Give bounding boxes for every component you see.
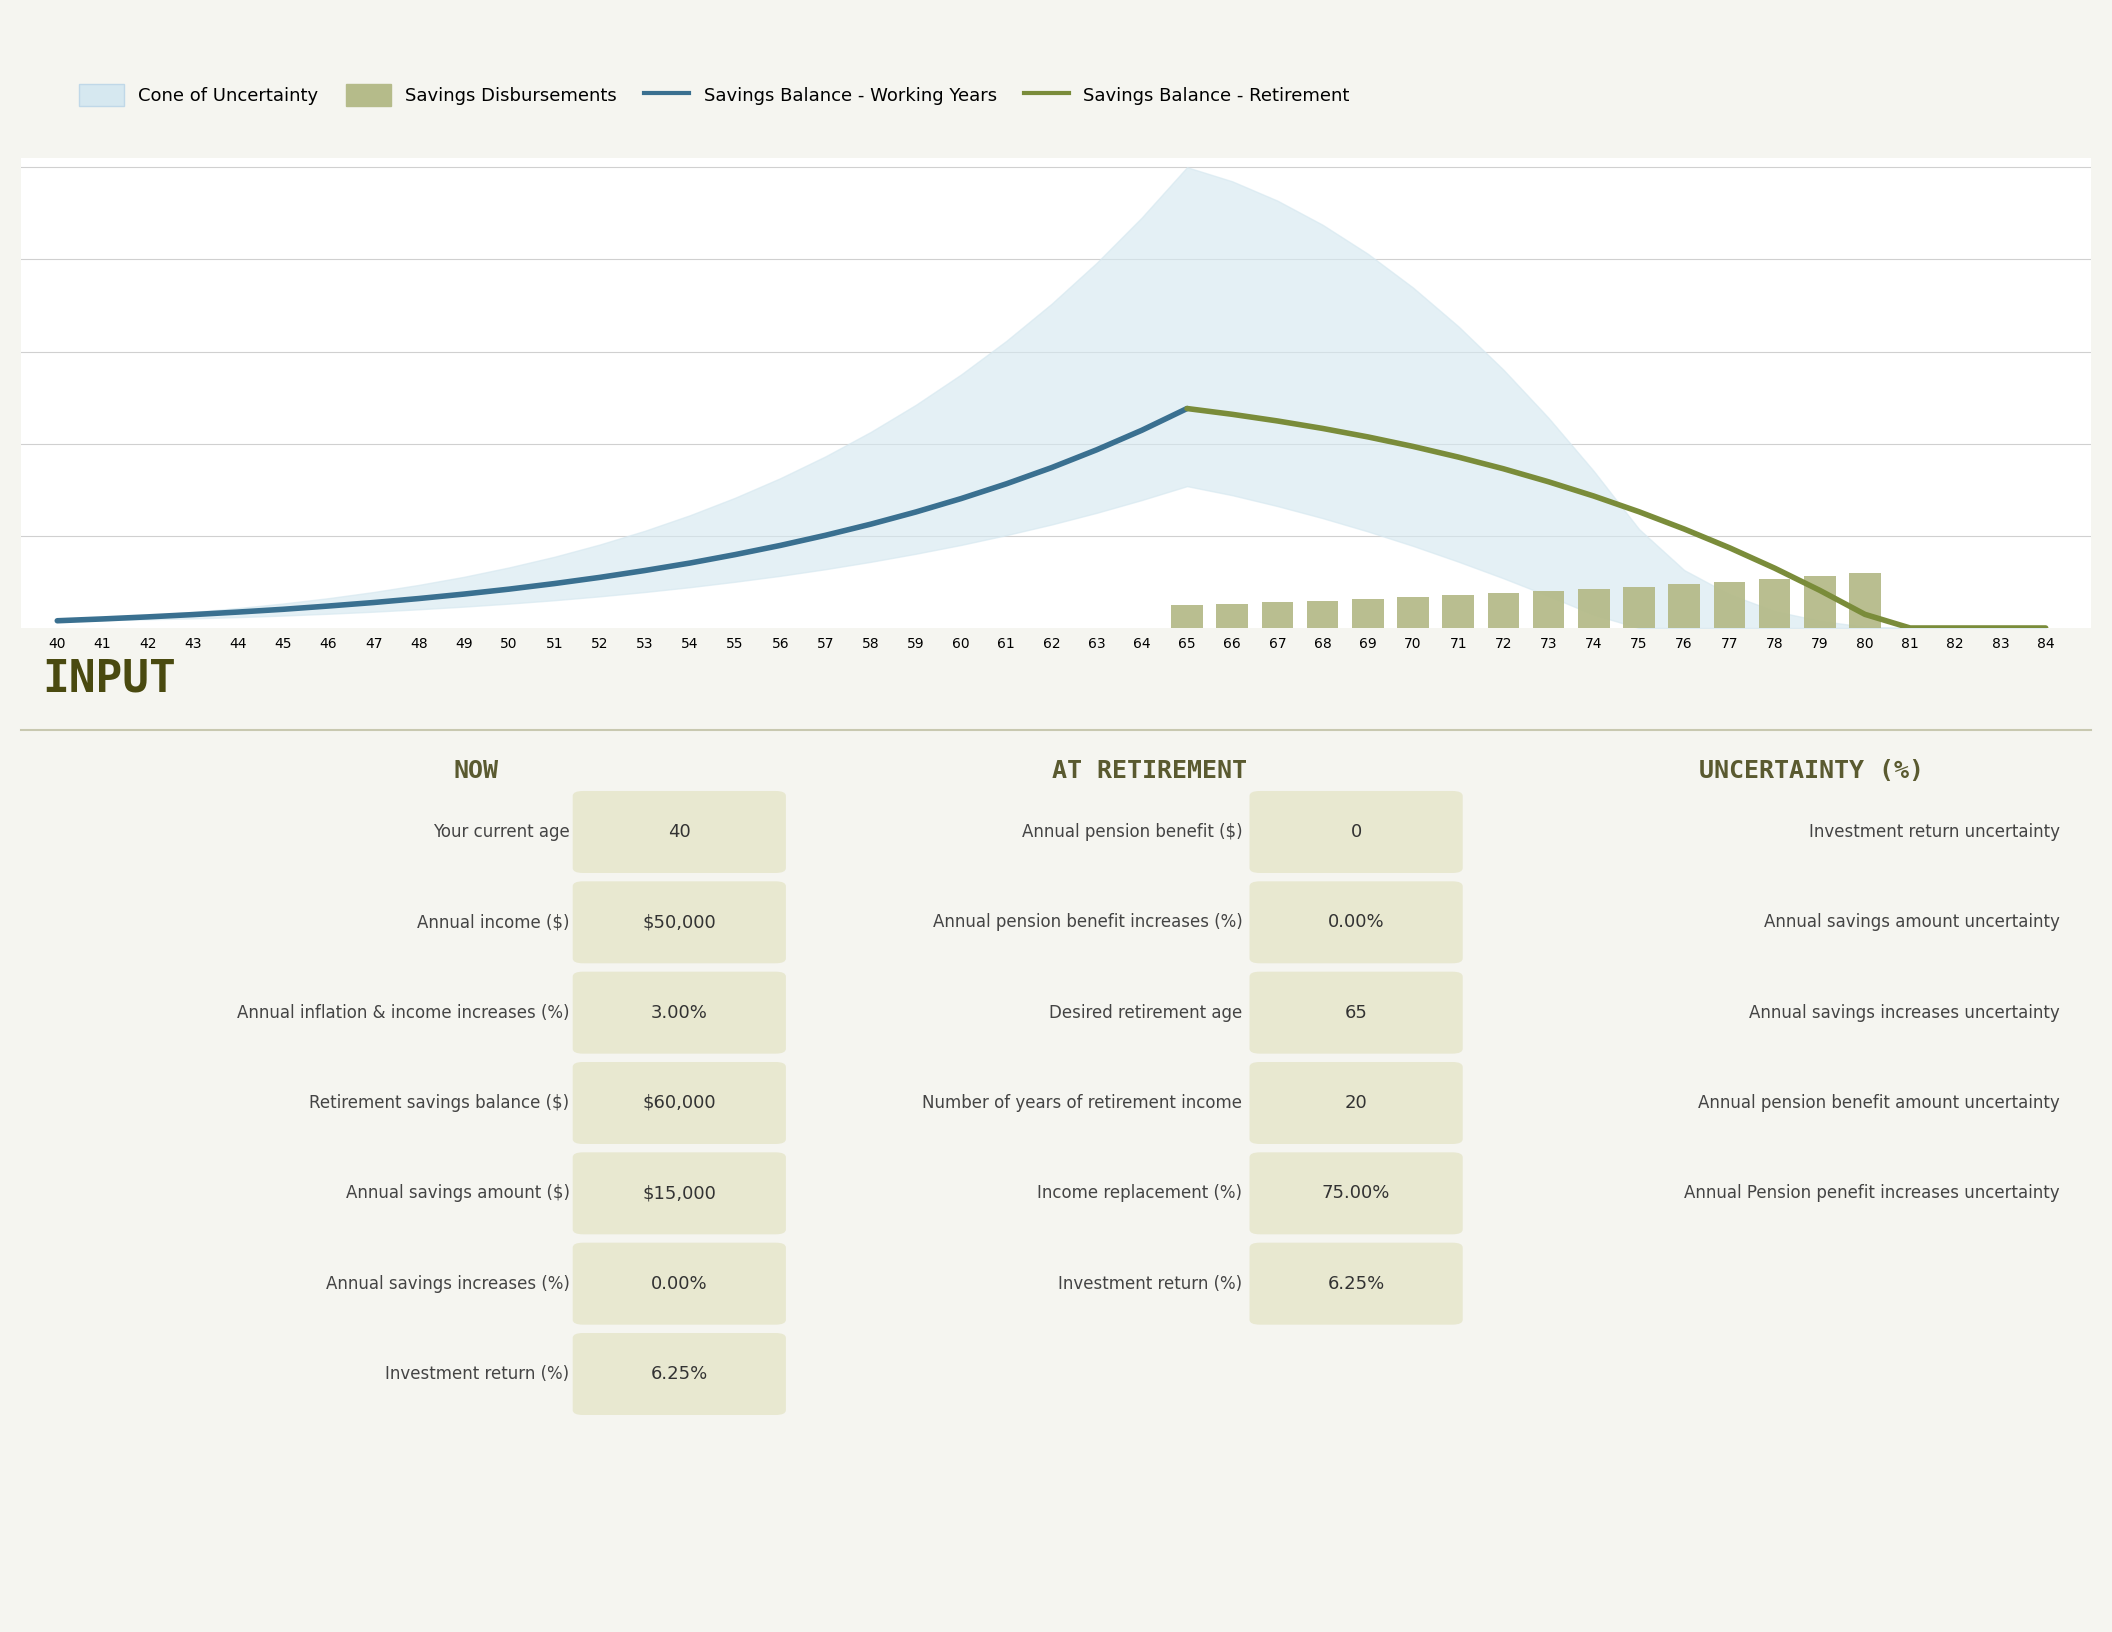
Text: Investment return (%): Investment return (%): [386, 1364, 570, 1382]
Bar: [1533, 591, 1565, 628]
Text: Annual savings increases uncertainty: Annual savings increases uncertainty: [1749, 1004, 2059, 1022]
Text: 75.00%: 75.00%: [1322, 1185, 1390, 1203]
Bar: [1398, 597, 1430, 628]
Text: Your current age: Your current age: [433, 823, 570, 840]
FancyBboxPatch shape: [1250, 1152, 1464, 1234]
Bar: [1624, 588, 1656, 628]
Text: Investment return uncertainty: Investment return uncertainty: [1808, 823, 2059, 840]
Bar: [1442, 596, 1474, 628]
FancyBboxPatch shape: [1250, 1062, 1464, 1144]
Text: Annual income ($): Annual income ($): [416, 914, 570, 932]
Bar: [1713, 581, 1745, 628]
Text: Annual pension benefit increases (%): Annual pension benefit increases (%): [934, 914, 1242, 932]
FancyBboxPatch shape: [1250, 971, 1464, 1054]
Text: $50,000: $50,000: [642, 914, 716, 932]
Bar: [1578, 589, 1609, 628]
Text: 0: 0: [1350, 823, 1362, 840]
FancyBboxPatch shape: [1250, 1242, 1464, 1325]
Text: Annual savings amount ($): Annual savings amount ($): [346, 1185, 570, 1203]
Text: 6.25%: 6.25%: [1328, 1275, 1385, 1293]
Text: Desired retirement age: Desired retirement age: [1050, 1004, 1242, 1022]
Text: AT RETIREMENT: AT RETIREMENT: [1052, 759, 1246, 783]
FancyBboxPatch shape: [572, 1333, 786, 1415]
Text: 3.00%: 3.00%: [650, 1004, 708, 1022]
Bar: [1850, 573, 1882, 628]
Text: Annual savings increases (%): Annual savings increases (%): [325, 1275, 570, 1293]
FancyBboxPatch shape: [1250, 881, 1464, 963]
Text: UNCERTAINTY (%): UNCERTAINTY (%): [1698, 759, 1924, 783]
Bar: [1668, 584, 1700, 628]
Bar: [1217, 604, 1248, 628]
Text: $15,000: $15,000: [642, 1185, 716, 1203]
FancyBboxPatch shape: [572, 792, 786, 873]
FancyBboxPatch shape: [572, 881, 786, 963]
Text: Retirement savings balance ($): Retirement savings balance ($): [310, 1093, 570, 1111]
Text: 6.25%: 6.25%: [650, 1364, 708, 1382]
Bar: [1307, 601, 1339, 628]
Text: Investment return (%): Investment return (%): [1058, 1275, 1242, 1293]
Text: Annual Pension penefit increases uncertainty: Annual Pension penefit increases uncerta…: [1683, 1185, 2059, 1203]
Text: 20: 20: [1345, 1093, 1366, 1111]
Bar: [1172, 605, 1204, 628]
Bar: [1487, 594, 1519, 628]
Bar: [1261, 602, 1293, 628]
Bar: [1759, 579, 1791, 628]
Legend: Cone of Uncertainty, Savings Disbursements, Savings Balance - Working Years, Sav: Cone of Uncertainty, Savings Disbursemen…: [72, 77, 1356, 114]
Text: NOW: NOW: [454, 759, 498, 783]
Text: Annual pension benefit ($): Annual pension benefit ($): [1022, 823, 1242, 840]
Text: 0.00%: 0.00%: [1328, 914, 1385, 932]
Text: Annual savings amount uncertainty: Annual savings amount uncertainty: [1764, 914, 2059, 932]
Bar: [1352, 599, 1383, 628]
FancyBboxPatch shape: [572, 1152, 786, 1234]
Text: Number of years of retirement income: Number of years of retirement income: [923, 1093, 1242, 1111]
FancyBboxPatch shape: [572, 971, 786, 1054]
Text: Annual inflation & income increases (%): Annual inflation & income increases (%): [237, 1004, 570, 1022]
Text: 65: 65: [1345, 1004, 1369, 1022]
Text: Annual pension benefit amount uncertainty: Annual pension benefit amount uncertaint…: [1698, 1093, 2059, 1111]
Text: 0.00%: 0.00%: [650, 1275, 708, 1293]
Text: Income replacement (%): Income replacement (%): [1037, 1185, 1242, 1203]
Text: $60,000: $60,000: [642, 1093, 716, 1111]
FancyBboxPatch shape: [572, 1062, 786, 1144]
Text: 40: 40: [667, 823, 691, 840]
Bar: [1804, 576, 1835, 628]
Text: INPUT: INPUT: [42, 658, 175, 700]
FancyBboxPatch shape: [1250, 792, 1464, 873]
FancyBboxPatch shape: [572, 1242, 786, 1325]
